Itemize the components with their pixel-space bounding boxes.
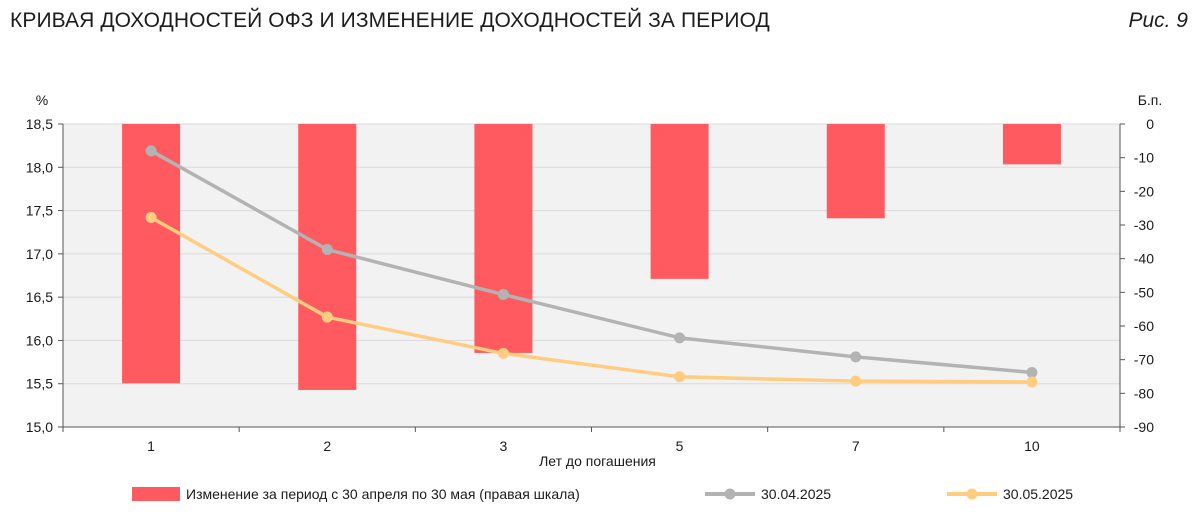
y-left-tick-label: 16,5	[26, 289, 53, 305]
chart-header: КРИВАЯ ДОХОДНОСТЕЙ ОФЗ И ИЗМЕНЕНИЕ ДОХОД…	[0, 0, 1200, 44]
yield-curve-chart: 18,5 18,0 17,5 17,0 16,5 16,0 15,5 15,0 0 -10 -20 -…	[26, 92, 1163, 469]
y-left-tick-label: 16,0	[26, 332, 53, 348]
legend-label-bars: Изменение за период с 30 апреля по 30 ма…	[186, 486, 580, 502]
change-bar	[474, 124, 533, 353]
y-left-tick-label: 15,5	[26, 376, 53, 392]
legend-swatch-may	[947, 488, 997, 500]
y-right-tick-label: -10	[1134, 150, 1154, 166]
y-left-tick-label: 17,0	[26, 246, 53, 262]
y-right-tick-label: -90	[1134, 419, 1154, 435]
series-point	[321, 244, 333, 256]
y-right-tick-label: 0	[1146, 116, 1154, 132]
y-right-tick-label: -60	[1134, 318, 1154, 334]
y-right-tick-label: -40	[1134, 251, 1154, 267]
y-axis-right-label: Б.п.	[1138, 92, 1163, 108]
x-tick-label: 10	[1024, 438, 1040, 454]
legend: Изменение за период с 30 апреля по 30 ма…	[0, 478, 1200, 516]
y-right-tick-label: -30	[1134, 217, 1154, 233]
chart-title: КРИВАЯ ДОХОДНОСТЕЙ ОФЗ И ИЗМЕНЕНИЕ ДОХОД…	[10, 9, 770, 32]
bar-series	[122, 124, 1061, 390]
change-bar	[650, 124, 709, 279]
y-right-tick-label: -80	[1134, 385, 1154, 401]
axes: 18,5 18,0 17,5 17,0 16,5 16,0 15,5 15,0 0 -10 -20 -…	[26, 116, 1154, 454]
series-point	[674, 371, 686, 383]
x-tick-label: 3	[500, 438, 508, 454]
change-bar	[1002, 124, 1061, 165]
series-point	[850, 351, 862, 363]
x-axis-label: Лет до погашения	[539, 453, 656, 469]
legend-item-may: 30.05.2025	[947, 482, 1073, 506]
series-point	[497, 347, 509, 359]
y-right-tick-label: -50	[1134, 284, 1154, 300]
y-left-tick-label: 18,0	[26, 159, 53, 175]
y-left-tick-label: 15,0	[26, 419, 53, 435]
x-tick-label: 2	[323, 438, 331, 454]
figure-label: Рис. 9	[1128, 9, 1188, 32]
y-left-tick-label: 18,5	[26, 116, 53, 132]
x-tick-label: 7	[852, 438, 860, 454]
x-tick-label: 1	[147, 438, 155, 454]
series-point	[674, 332, 686, 344]
plot-area	[63, 124, 1120, 427]
y-axis-left-label: %	[36, 92, 48, 108]
line-series	[145, 145, 1038, 388]
series-point	[145, 211, 157, 223]
legend-label-may: 30.05.2025	[1003, 486, 1074, 502]
legend-item-april: 30.04.2025	[705, 482, 831, 506]
y-left-tick-label: 17,5	[26, 203, 53, 219]
legend-item-bars: Изменение за период с 30 апреля по 30 ма…	[132, 482, 580, 506]
legend-swatch-bars	[132, 487, 180, 501]
series-point	[497, 289, 509, 301]
series-point	[1026, 376, 1038, 388]
series-line	[150, 149, 1033, 375]
change-bar	[298, 124, 357, 390]
series-line	[150, 215, 1032, 384]
y-right-tick-label: -70	[1134, 352, 1154, 368]
legend-swatch-april	[705, 488, 755, 500]
series-point	[1026, 366, 1038, 378]
series-point	[321, 311, 333, 323]
legend-label-april: 30.04.2025	[761, 486, 832, 502]
change-bar	[122, 124, 181, 384]
x-tick-label: 5	[676, 438, 684, 454]
series-point	[145, 145, 157, 157]
series-point	[850, 375, 862, 387]
change-bar	[826, 124, 885, 219]
y-right-tick-label: -20	[1134, 183, 1154, 199]
